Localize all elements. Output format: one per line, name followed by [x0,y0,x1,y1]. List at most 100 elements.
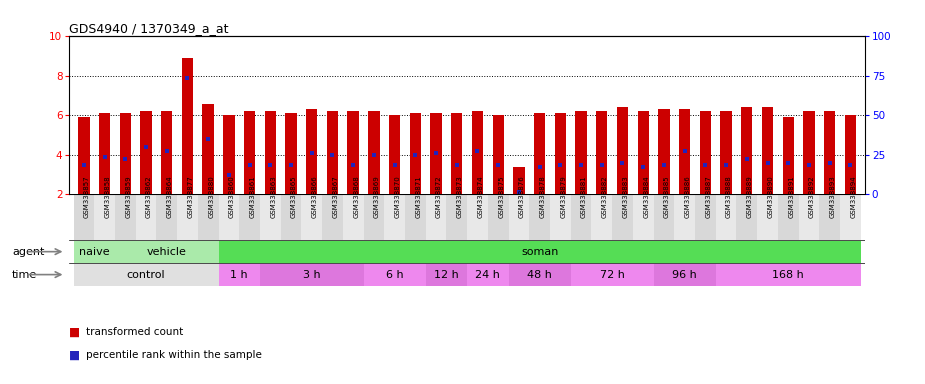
Bar [348,111,359,194]
Bar [778,194,798,240]
Text: GSM338878: GSM338878 [539,175,546,218]
Text: GSM338875: GSM338875 [499,175,504,218]
Text: GSM338869: GSM338869 [374,175,380,218]
Text: GSM338865: GSM338865 [291,175,297,218]
Bar [467,194,487,240]
Text: 48 h: 48 h [527,270,552,280]
Text: ■: ■ [69,326,80,339]
Bar [181,58,193,194]
Bar [612,194,633,240]
Text: GSM338861: GSM338861 [250,175,255,218]
Bar [571,263,654,286]
Bar [73,263,218,286]
Bar [487,194,509,240]
Text: GSM338886: GSM338886 [684,175,691,218]
Text: GSM338864: GSM338864 [166,175,173,218]
Text: GSM338894: GSM338894 [850,175,857,218]
Bar [472,111,483,194]
Text: GSM338893: GSM338893 [830,175,835,218]
Bar [803,111,815,194]
Bar [596,111,608,194]
Bar [198,194,218,240]
Text: percentile rank within the sample: percentile rank within the sample [86,350,262,360]
Bar [575,111,586,194]
Text: GSM338887: GSM338887 [706,175,711,218]
Text: GSM338872: GSM338872 [436,175,442,218]
Text: GSM338871: GSM338871 [415,175,421,218]
Bar [156,194,177,240]
Bar [824,111,835,194]
Text: GSM338889: GSM338889 [746,175,753,218]
Text: vehicle: vehicle [147,247,187,257]
Bar [721,111,732,194]
Bar [679,109,690,194]
Bar [467,263,509,286]
Bar [285,113,297,194]
Bar [405,194,426,240]
Text: GSM338884: GSM338884 [643,175,649,218]
Bar [364,263,426,286]
Bar [136,194,156,240]
Text: 72 h: 72 h [599,270,624,280]
Bar [659,109,670,194]
Text: GSM338873: GSM338873 [457,175,462,218]
Text: GSM338892: GSM338892 [809,175,815,218]
Bar [550,194,571,240]
Text: GSM338882: GSM338882 [602,175,608,218]
Bar [79,118,90,194]
Text: GSM338870: GSM338870 [395,175,401,218]
Bar [758,194,778,240]
Text: GSM338874: GSM338874 [477,175,484,218]
Bar [218,263,260,286]
Text: GSM338876: GSM338876 [519,175,524,218]
Text: GSM338868: GSM338868 [353,175,359,218]
Bar [280,194,302,240]
Bar [384,194,405,240]
Text: 3 h: 3 h [303,270,321,280]
Bar [426,194,447,240]
Text: GSM338877: GSM338877 [188,175,193,218]
Text: GSM338890: GSM338890 [768,175,773,218]
Bar [244,111,255,194]
Text: time: time [12,270,37,280]
Bar [492,115,504,194]
Bar [633,194,654,240]
Bar [115,194,136,240]
Bar [591,194,612,240]
Bar [306,109,317,194]
Bar [654,263,716,286]
Bar [364,194,384,240]
Bar [699,111,711,194]
Bar [798,194,820,240]
Bar [555,113,566,194]
Bar [426,263,467,286]
Text: ■: ■ [69,349,80,362]
Bar [388,115,401,194]
Bar [654,194,674,240]
Bar [203,104,214,194]
Bar [534,113,546,194]
Text: GSM338891: GSM338891 [788,175,795,218]
Bar [115,241,218,263]
Bar [509,263,571,286]
Text: GSM338885: GSM338885 [664,175,670,218]
Text: naive: naive [79,247,109,257]
Bar [240,194,260,240]
Bar [840,194,861,240]
Text: GSM338859: GSM338859 [125,175,131,218]
Bar [260,194,280,240]
Bar [783,118,794,194]
Bar [736,194,758,240]
Text: GSM338857: GSM338857 [84,175,90,218]
Bar [509,194,529,240]
Bar [674,194,695,240]
Bar [820,194,840,240]
Bar [327,111,339,194]
Bar [218,194,240,240]
Bar [119,113,131,194]
Bar [260,263,364,286]
Text: GDS4940 / 1370349_a_at: GDS4940 / 1370349_a_at [69,22,228,35]
Bar [845,115,856,194]
Text: agent: agent [12,247,44,257]
Bar [571,194,591,240]
